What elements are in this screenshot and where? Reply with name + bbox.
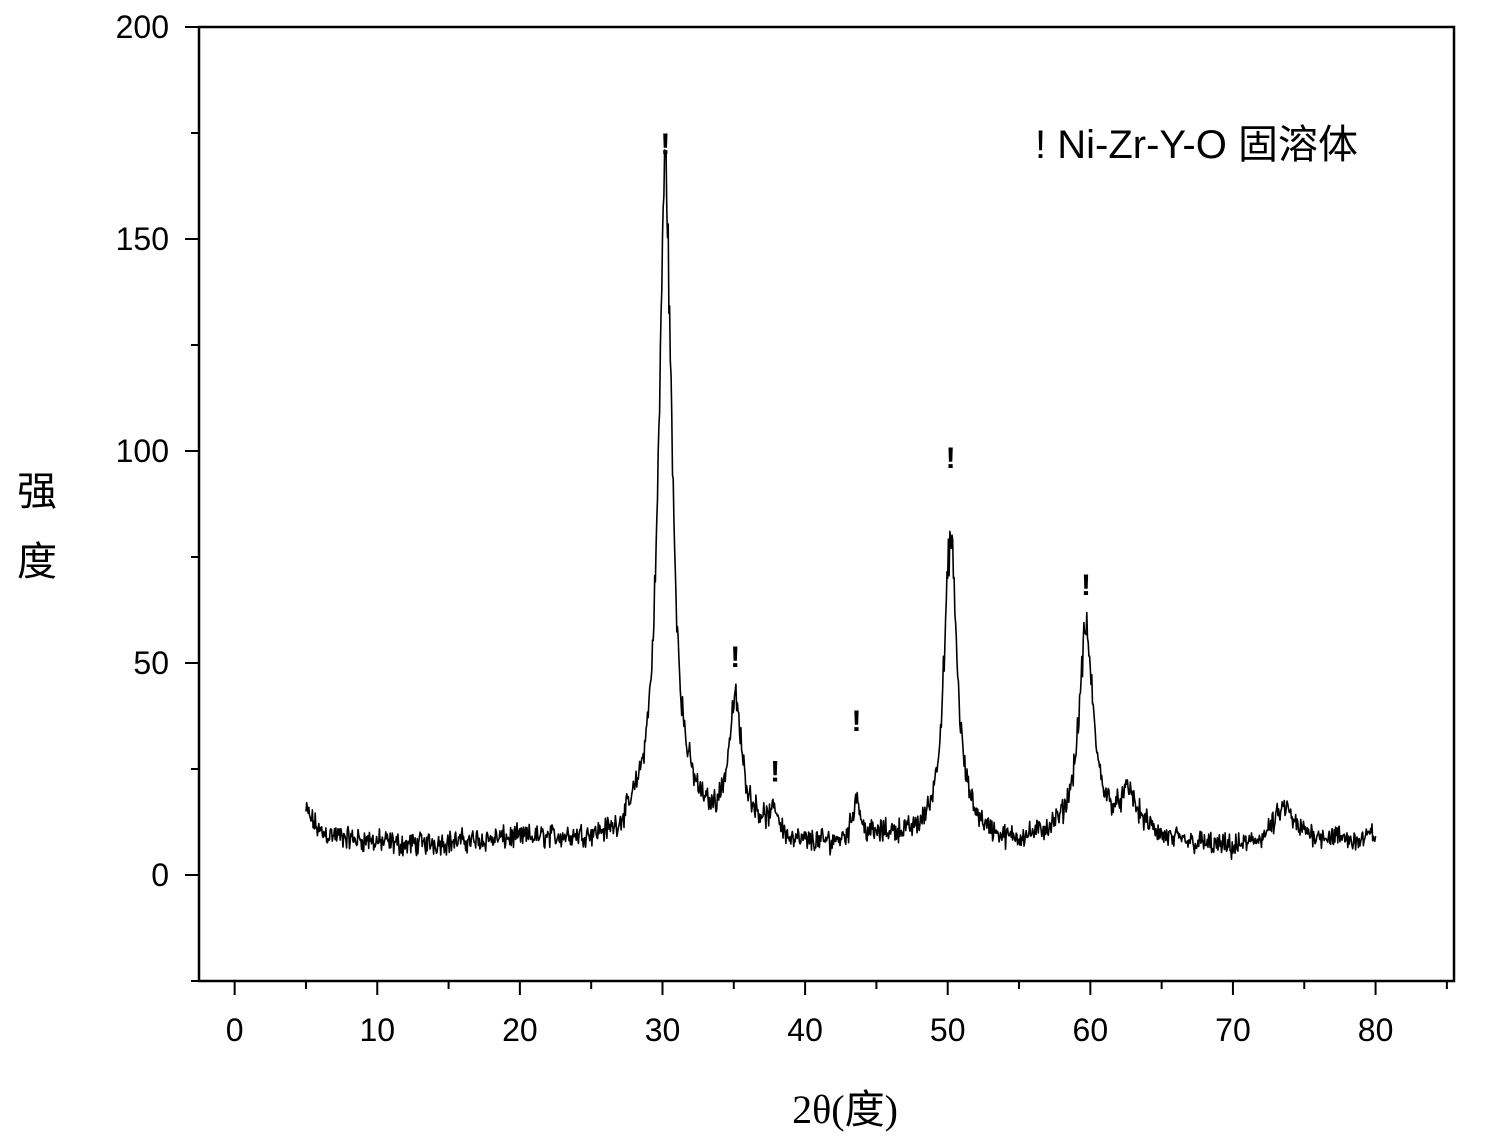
- peak-marker: !: [851, 705, 861, 738]
- x-tick-label: 70: [1215, 1012, 1251, 1048]
- x-axis-title: 2θ(度): [792, 1087, 898, 1132]
- y-tick-label: 150: [116, 221, 169, 257]
- axis-ticks: [185, 26, 1448, 995]
- y-tick-label: 0: [151, 857, 169, 893]
- x-tick-label: 0: [226, 1012, 244, 1048]
- x-tick-label: 80: [1358, 1012, 1394, 1048]
- xrd-series-line: [305, 149, 1377, 860]
- peak-markers: !!!!!!: [660, 128, 1091, 789]
- y-tick-label: 50: [133, 645, 169, 681]
- peak-marker: !: [660, 128, 670, 161]
- x-tick-label: 30: [645, 1012, 681, 1048]
- legend-label: ! Ni-Zr-Y-O 固溶体: [1035, 123, 1358, 167]
- y-tick-label: 100: [116, 433, 169, 469]
- axis-tick-labels: 0 10 20 30 40 50 60 70 80 0 50 100 150 200: [116, 9, 1394, 1048]
- x-tick-label: 40: [787, 1012, 823, 1048]
- x-tick-label: 60: [1073, 1012, 1109, 1048]
- plot-frame: [197, 25, 1456, 983]
- peak-marker: !: [730, 641, 740, 674]
- x-tick-label: 50: [930, 1012, 966, 1048]
- y-axis-title: 强度: [17, 469, 57, 584]
- peak-marker: !: [1081, 569, 1091, 602]
- peak-marker: !: [946, 442, 956, 475]
- x-tick-label: 10: [359, 1012, 395, 1048]
- peak-marker: !: [770, 756, 780, 789]
- y-tick-label: 200: [116, 9, 169, 45]
- x-tick-label: 20: [502, 1012, 538, 1048]
